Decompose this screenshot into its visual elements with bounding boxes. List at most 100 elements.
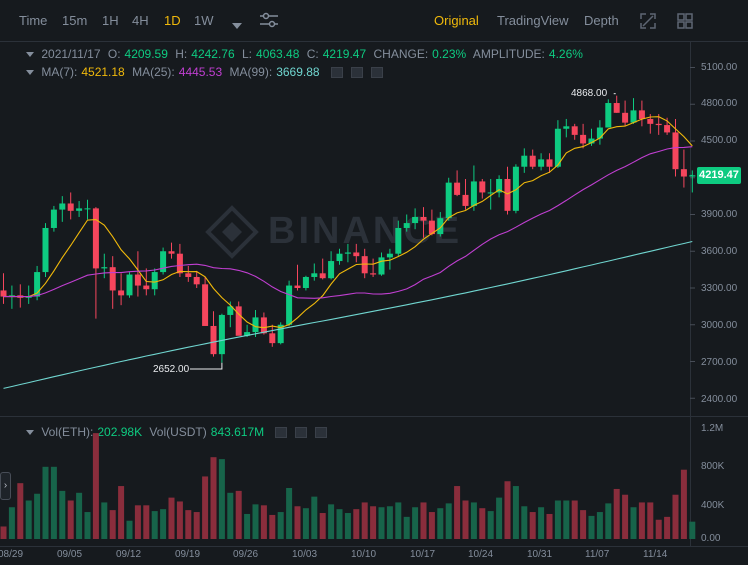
volume-bar <box>319 513 326 539</box>
ma7-value: 4521.18 <box>81 65 125 79</box>
layout-grid-icon[interactable] <box>677 13 693 32</box>
volume-axis-label: 800K <box>701 461 725 472</box>
candle-body <box>638 110 645 119</box>
candle-body <box>496 178 503 193</box>
candle-body <box>260 317 267 334</box>
volume-bar <box>512 486 519 539</box>
candle-body <box>302 276 309 288</box>
binance-logo-center <box>222 222 242 242</box>
candle-body <box>34 272 41 297</box>
candle-body <box>42 227 49 273</box>
candle-body <box>328 261 335 279</box>
volume-bar <box>596 512 603 539</box>
ma-legend: MA(7): 4521.18 MA(25): 4445.53 MA(99): 3669… <box>0 65 387 79</box>
volume-bar <box>126 520 133 539</box>
change-label: CHANGE: <box>373 47 429 61</box>
interval-1w[interactable]: 1W <box>194 13 214 28</box>
fullscreen-icon[interactable] <box>640 13 656 32</box>
price-axis-label: 2400.00 <box>701 394 738 405</box>
volume-bar <box>454 486 461 539</box>
volume-legend: Vol(ETH): 202.98K Vol(USDT) 843.617M <box>0 425 331 439</box>
candle-body <box>630 110 637 123</box>
current-price-tag: 4219.47 <box>697 167 741 184</box>
date-axis-label: 09/05 <box>57 549 83 560</box>
candle-body <box>101 267 108 269</box>
volume-bar <box>151 511 158 539</box>
candle-body <box>25 296 32 298</box>
indicator-settings-icon[interactable] <box>260 12 278 31</box>
interval-15m[interactable]: 15m <box>62 13 88 28</box>
date-axis-label: 11/07 <box>585 549 610 560</box>
view-original[interactable]: Original <box>434 13 479 28</box>
date-axis-label: 10/17 <box>410 549 436 560</box>
candle-body <box>193 276 200 285</box>
volume-bar <box>50 466 57 539</box>
interval-time[interactable]: Time <box>19 13 48 28</box>
candle-body <box>118 290 125 296</box>
volume-bar <box>470 502 477 539</box>
vol-eth-value: 202.98K <box>97 425 143 439</box>
candle-body <box>134 274 141 286</box>
interval-4h[interactable]: 4H <box>132 13 149 28</box>
vol-close-icon[interactable] <box>315 427 328 439</box>
view-tradingview[interactable]: TradingView <box>497 13 569 28</box>
amplitude-label: AMPLITUDE: <box>472 47 545 61</box>
volume-bar <box>420 502 427 539</box>
collapse-caret-icon[interactable] <box>26 51 34 57</box>
volume-bar <box>546 513 553 539</box>
volume-bar <box>160 509 167 539</box>
interval-1d[interactable]: 1D <box>164 13 181 28</box>
volume-bar <box>378 507 385 539</box>
low-label: L: <box>242 47 253 61</box>
ma-collapse-caret-icon[interactable] <box>26 69 34 75</box>
vol-visibility-icon[interactable] <box>295 427 308 439</box>
candle-body <box>588 138 595 144</box>
candle-body <box>294 285 301 288</box>
ma-settings-icon[interactable] <box>330 67 343 79</box>
close-label: C: <box>306 47 319 61</box>
price-axis-label: 3900.00 <box>701 209 738 220</box>
volume-bar <box>361 502 368 539</box>
volume-bar <box>286 487 293 539</box>
volume-bar <box>538 507 545 539</box>
candle-body <box>370 273 377 275</box>
volume-bar <box>689 521 696 539</box>
expand-panel-icon[interactable]: › <box>0 472 11 500</box>
interval-dropdown-icon[interactable] <box>232 17 242 32</box>
volume-bar <box>403 516 410 539</box>
candle-body <box>664 125 671 133</box>
ma7-label: MA(7): <box>41 65 78 79</box>
candle-body <box>571 126 578 135</box>
candle-body <box>160 251 167 273</box>
candle-body <box>512 166 519 211</box>
volume-bar <box>34 493 41 539</box>
interval-1h[interactable]: 1H <box>102 13 119 28</box>
candle-body <box>504 178 511 211</box>
ohlc-legend: 2021/11/17 O: 4209.59 H: 4242.76 L: 4063.48… <box>0 47 587 61</box>
ma-close-icon[interactable] <box>370 67 383 79</box>
candle-body <box>538 159 545 167</box>
volume-bar <box>487 511 494 539</box>
candle-body <box>67 203 74 211</box>
volume-bar <box>302 508 309 539</box>
volume-bar <box>168 497 175 539</box>
vol-settings-icon[interactable] <box>275 427 288 439</box>
ma-visibility-icon[interactable] <box>350 67 363 79</box>
volume-bar <box>680 469 687 539</box>
candle-body <box>445 182 452 219</box>
date-axis-label: 09/19 <box>175 549 201 560</box>
ma25-label: MA(25): <box>132 65 175 79</box>
date-axis-label: 10/10 <box>351 549 377 560</box>
vol-usdt-label: Vol(USDT) <box>149 425 207 439</box>
candle-body <box>412 216 419 224</box>
volume-bar <box>370 506 377 539</box>
volume-bar <box>479 508 486 539</box>
candle-body <box>185 273 192 277</box>
volume-collapse-caret-icon[interactable] <box>26 429 34 435</box>
date-axis-label: 09/26 <box>233 549 259 560</box>
candle-body <box>403 223 410 228</box>
volume-bar <box>193 512 200 539</box>
candle-body <box>244 332 251 336</box>
view-depth[interactable]: Depth <box>584 13 619 28</box>
